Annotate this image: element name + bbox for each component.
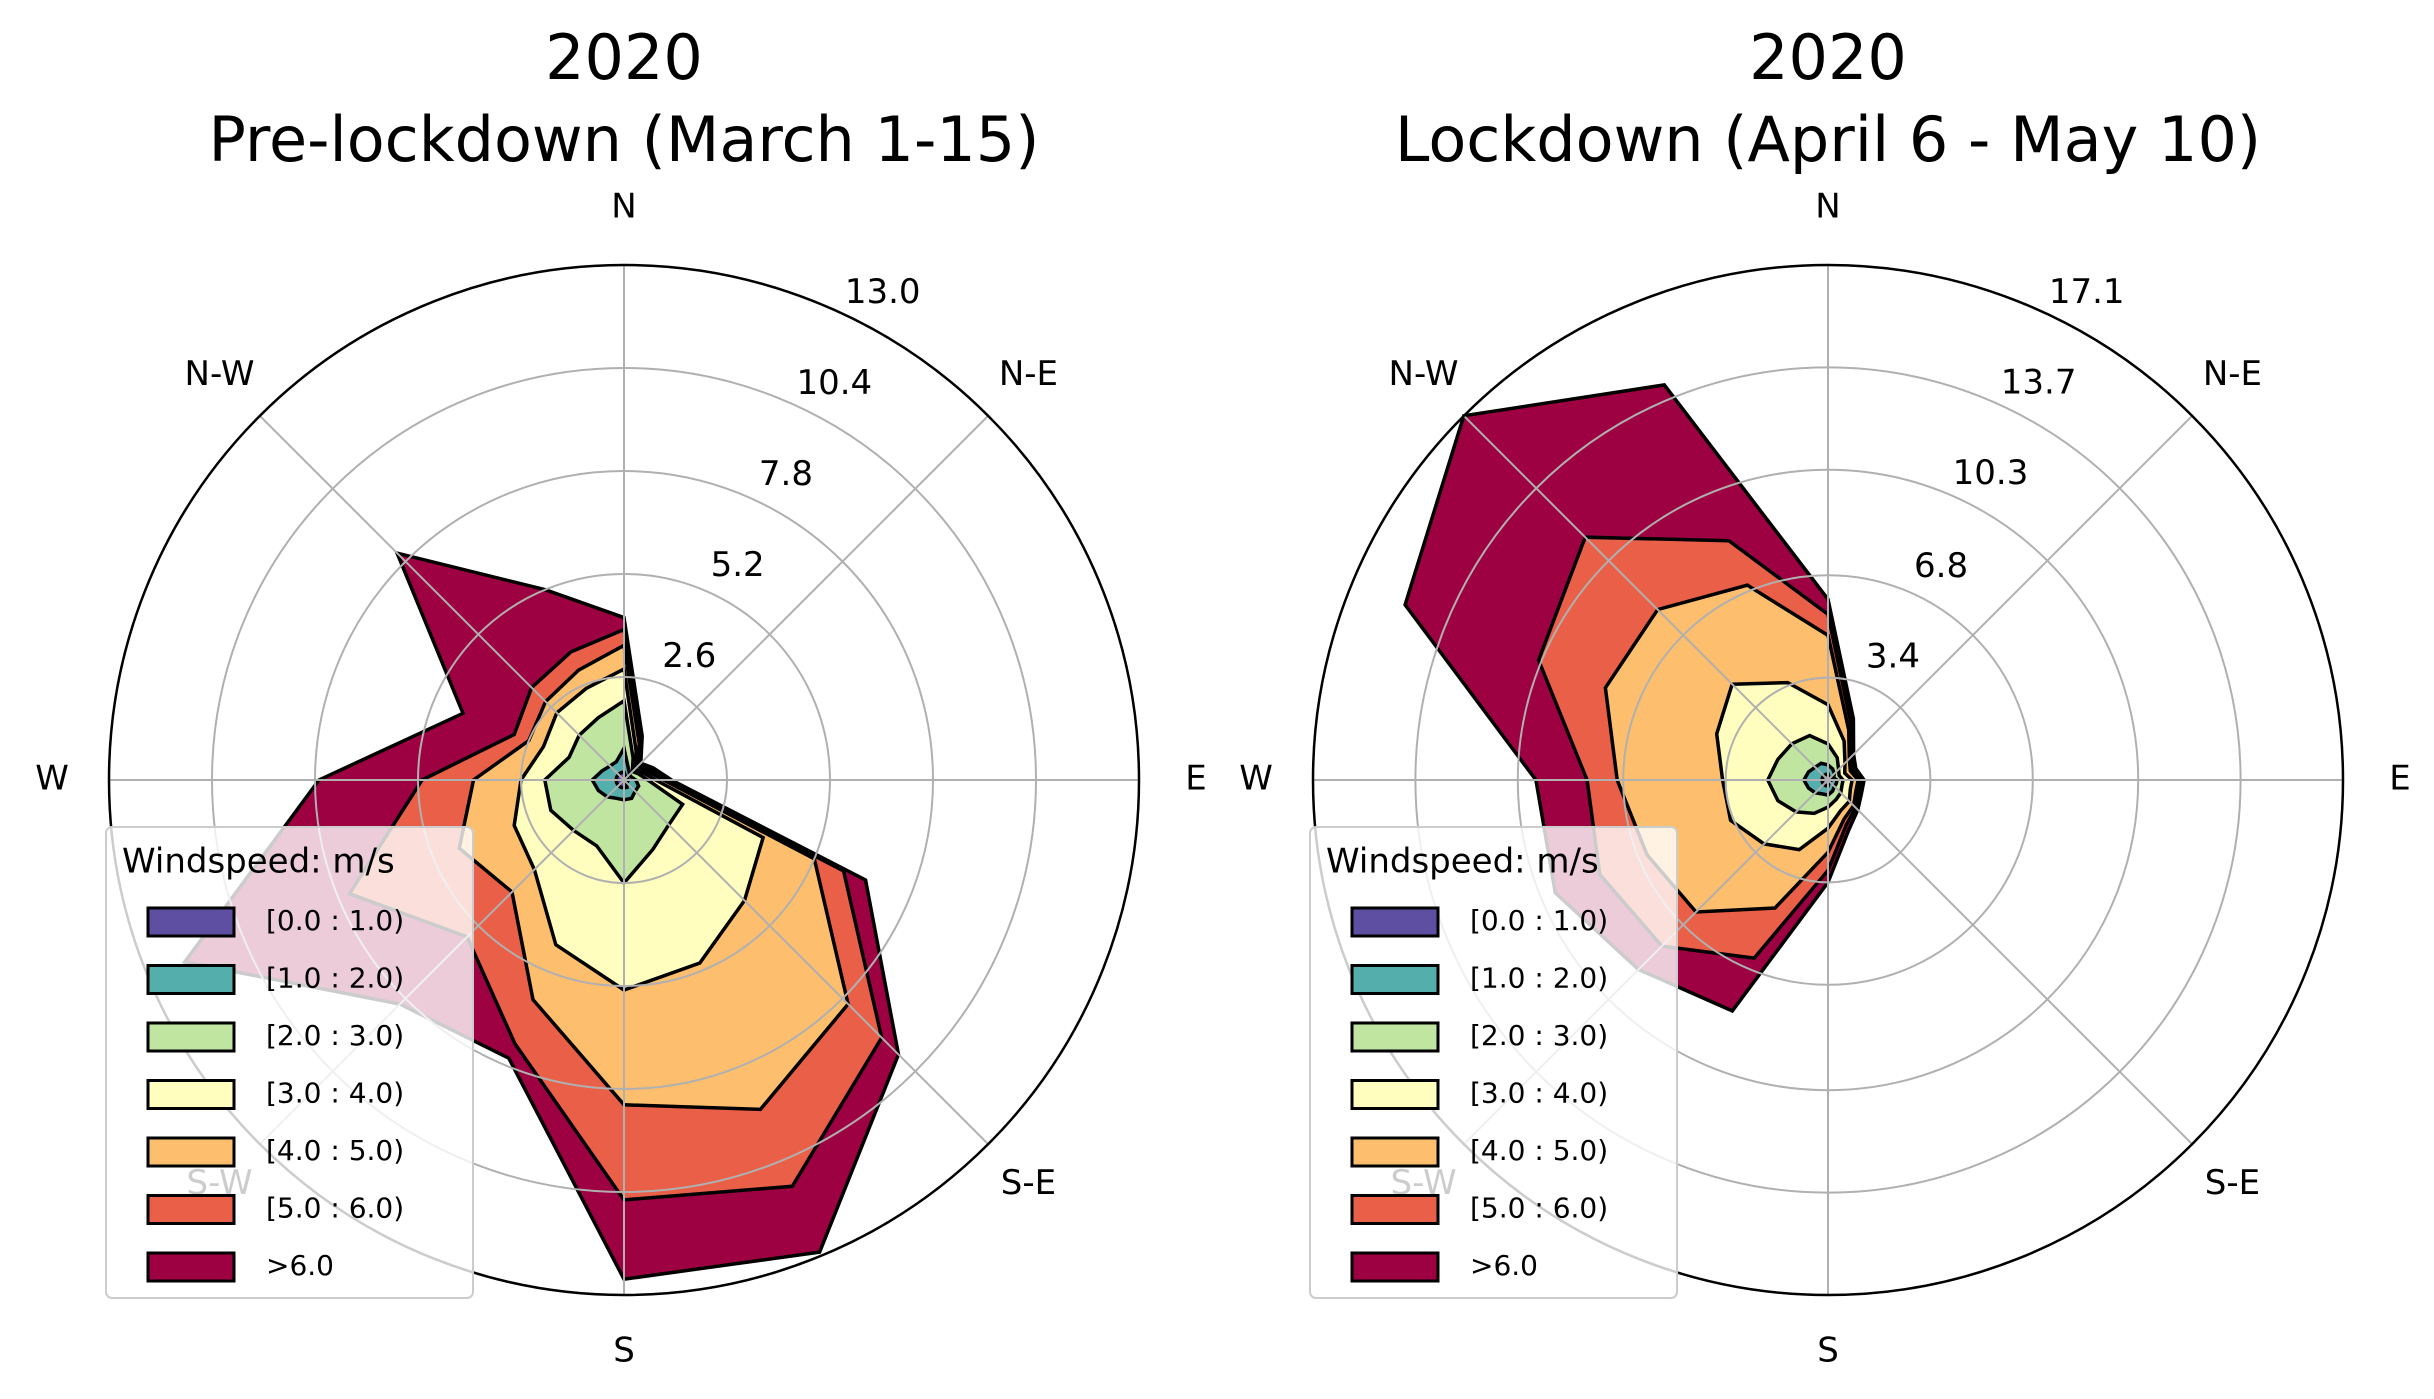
direction-label: W bbox=[35, 759, 69, 799]
legend-title: Windspeed: m/s bbox=[122, 842, 395, 882]
legend-swatch bbox=[1350, 906, 1440, 938]
r-tick-label: 5.2 bbox=[711, 545, 765, 585]
direction-label: N bbox=[611, 187, 636, 227]
legend-label: [3.0 : 4.0) bbox=[1470, 1077, 1608, 1110]
legend-box bbox=[1309, 826, 1678, 1299]
r-tick-label: 10.3 bbox=[1953, 453, 2029, 493]
direction-label: S-E bbox=[2205, 1163, 2260, 1203]
legend-swatch bbox=[146, 1021, 236, 1053]
direction-label: N-E bbox=[2203, 354, 2262, 394]
legend-label: [2.0 : 3.0) bbox=[1470, 1019, 1608, 1052]
direction-label: S bbox=[613, 1331, 635, 1371]
legend-label: [4.0 : 5.0) bbox=[266, 1134, 404, 1167]
direction-label: S bbox=[1817, 1331, 1839, 1371]
legend-box bbox=[105, 826, 474, 1299]
legend-label: >6.0 bbox=[266, 1249, 334, 1282]
legend: Windspeed: m/s [0.0 : 1.0) [1.0 : 2.0) [2.0… bbox=[105, 826, 474, 1299]
direction-label: N-W bbox=[1389, 354, 1459, 394]
chart-subtitle: Pre-lockdown (March 1-15) bbox=[209, 103, 1040, 176]
direction-label: N-W bbox=[185, 354, 255, 394]
grid-spoke bbox=[1827, 415, 2193, 781]
legend-swatch bbox=[146, 1079, 236, 1110]
legend-label: [1.0 : 2.0) bbox=[1470, 962, 1608, 995]
direction-label: S-E bbox=[1001, 1163, 1056, 1203]
chart-title: 2020 bbox=[1749, 21, 1907, 94]
r-tick-label: 2.6 bbox=[662, 636, 716, 676]
legend-label: [4.0 : 5.0) bbox=[1470, 1134, 1608, 1167]
direction-label: W bbox=[1239, 759, 1273, 799]
legend-swatch bbox=[1350, 1251, 1440, 1283]
r-tick-label: 13.7 bbox=[2001, 362, 2077, 402]
legend-label: >6.0 bbox=[1470, 1249, 1538, 1282]
legend-label: [0.0 : 1.0) bbox=[1470, 904, 1608, 937]
grid-spoke bbox=[259, 415, 625, 781]
grid-spoke bbox=[623, 779, 989, 1145]
legend-swatch bbox=[1350, 1079, 1440, 1110]
legend-swatch bbox=[146, 1251, 236, 1283]
legend-swatch bbox=[1350, 1194, 1440, 1225]
legend-swatch bbox=[146, 1136, 236, 1168]
direction-label: N bbox=[1815, 187, 1840, 227]
legend-label: [3.0 : 4.0) bbox=[266, 1077, 404, 1110]
r-tick-label: 13.0 bbox=[845, 272, 921, 312]
r-tick-label: 17.1 bbox=[2049, 272, 2125, 312]
polar-frame bbox=[107, 263, 1141, 1297]
grid-spoke bbox=[623, 415, 989, 781]
grid-spoke bbox=[1463, 415, 1829, 781]
direction-label: E bbox=[2389, 759, 2410, 799]
chart-title: 2020 bbox=[545, 21, 703, 94]
chart-subtitle: Lockdown (April 6 - May 10) bbox=[1395, 103, 2261, 176]
legend-swatch bbox=[1350, 964, 1440, 995]
legend-swatch bbox=[1350, 1021, 1440, 1053]
r-tick-label: 3.4 bbox=[1866, 636, 1920, 676]
legend-label: [5.0 : 6.0) bbox=[266, 1192, 404, 1225]
direction-label: N-E bbox=[999, 354, 1058, 394]
direction-label: E bbox=[1185, 759, 1206, 799]
grid-spoke bbox=[1827, 779, 2193, 1145]
legend-title: Windspeed: m/s bbox=[1326, 842, 1599, 882]
polar-frame bbox=[1311, 263, 2345, 1297]
r-tick-label: 6.8 bbox=[1914, 546, 1968, 586]
legend-swatch bbox=[146, 1194, 236, 1225]
legend-label: [2.0 : 3.0) bbox=[266, 1019, 404, 1052]
legend-swatch bbox=[146, 964, 236, 995]
polar-chart: 2020 Lockdown (April 6 - May 10) 3.4 6.8 10.… bbox=[1239, 21, 2411, 1370]
legend-label: [1.0 : 2.0) bbox=[266, 962, 404, 995]
legend-label: [0.0 : 1.0) bbox=[266, 904, 404, 937]
legend-label: [5.0 : 6.0) bbox=[1470, 1192, 1608, 1225]
legend: Windspeed: m/s [0.0 : 1.0) [1.0 : 2.0) [2.0… bbox=[1309, 826, 1678, 1299]
r-tick-label: 10.4 bbox=[796, 363, 872, 403]
legend-swatch bbox=[146, 906, 236, 938]
polar-chart: 2020 Pre-lockdown (March 1-15) 2.6 5.2 7.8 10… bbox=[35, 21, 1207, 1370]
r-tick-label: 7.8 bbox=[759, 454, 813, 494]
legend-swatch bbox=[1350, 1136, 1440, 1168]
